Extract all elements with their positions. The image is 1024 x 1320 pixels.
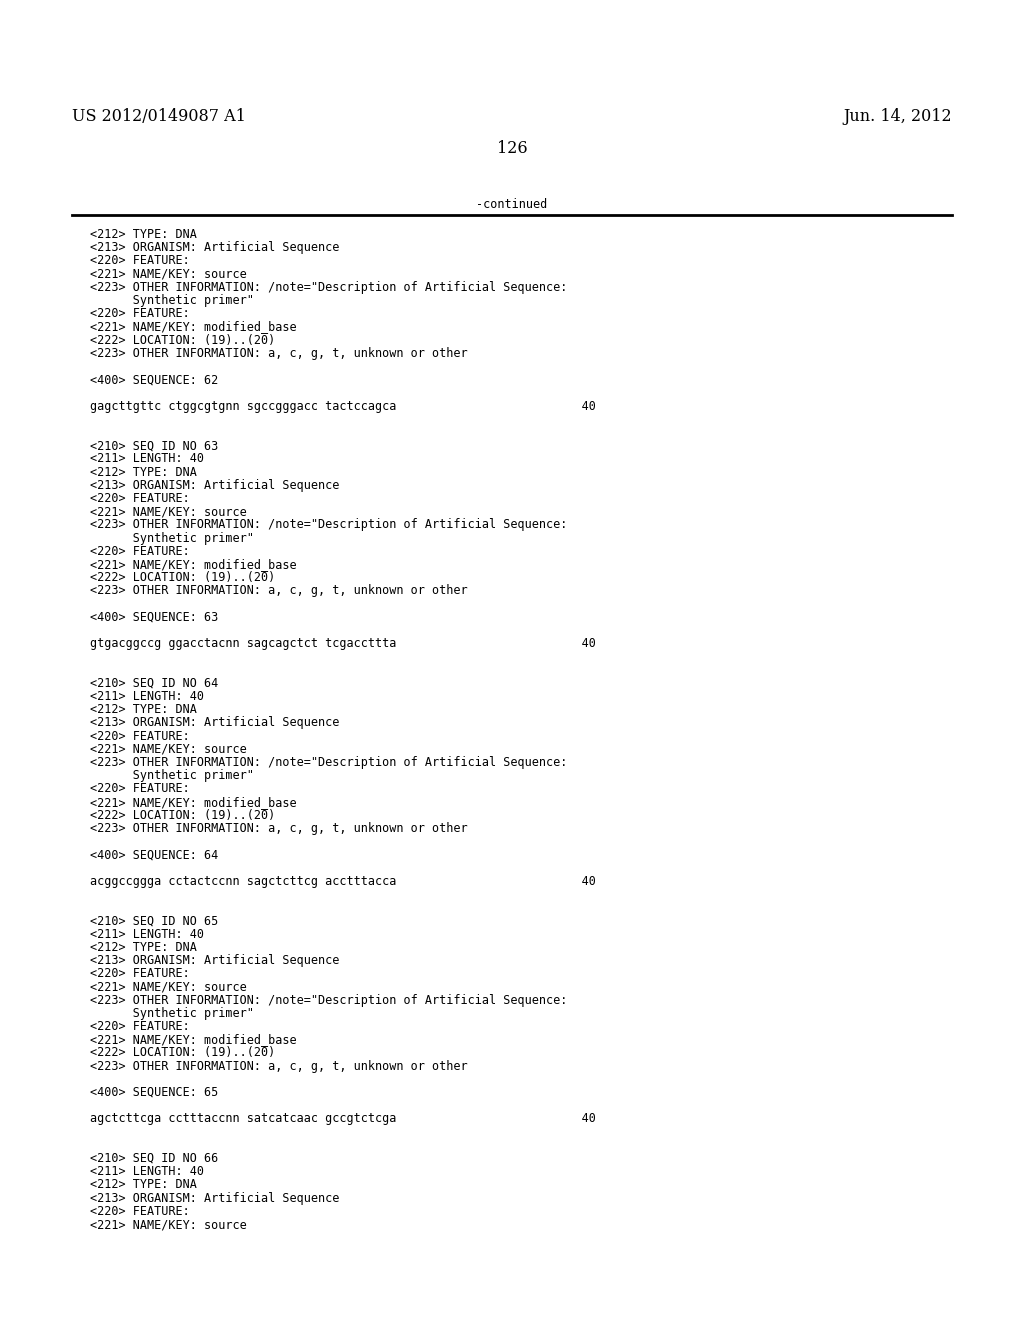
Text: <223> OTHER INFORMATION: /note="Description of Artificial Sequence:: <223> OTHER INFORMATION: /note="Descript… bbox=[90, 519, 567, 532]
Text: <211> LENGTH: 40: <211> LENGTH: 40 bbox=[90, 928, 204, 941]
Text: <400> SEQUENCE: 65: <400> SEQUENCE: 65 bbox=[90, 1086, 218, 1100]
Text: <220> FEATURE:: <220> FEATURE: bbox=[90, 492, 189, 506]
Text: <220> FEATURE:: <220> FEATURE: bbox=[90, 783, 189, 796]
Text: <220> FEATURE:: <220> FEATURE: bbox=[90, 1205, 189, 1218]
Text: <222> LOCATION: (19)..(20): <222> LOCATION: (19)..(20) bbox=[90, 1047, 275, 1060]
Text: <221> NAME/KEY: source: <221> NAME/KEY: source bbox=[90, 506, 247, 519]
Text: Synthetic primer": Synthetic primer" bbox=[90, 532, 254, 545]
Text: <400> SEQUENCE: 64: <400> SEQUENCE: 64 bbox=[90, 849, 218, 862]
Text: <211> LENGTH: 40: <211> LENGTH: 40 bbox=[90, 453, 204, 466]
Text: <223> OTHER INFORMATION: a, c, g, t, unknown or other: <223> OTHER INFORMATION: a, c, g, t, unk… bbox=[90, 585, 468, 598]
Text: <211> LENGTH: 40: <211> LENGTH: 40 bbox=[90, 1166, 204, 1179]
Text: <400> SEQUENCE: 62: <400> SEQUENCE: 62 bbox=[90, 374, 218, 387]
Text: <221> NAME/KEY: source: <221> NAME/KEY: source bbox=[90, 743, 247, 756]
Text: <221> NAME/KEY: source: <221> NAME/KEY: source bbox=[90, 268, 247, 281]
Text: Synthetic primer": Synthetic primer" bbox=[90, 770, 254, 783]
Text: <221> NAME/KEY: source: <221> NAME/KEY: source bbox=[90, 981, 247, 994]
Text: US 2012/0149087 A1: US 2012/0149087 A1 bbox=[72, 108, 246, 125]
Text: 126: 126 bbox=[497, 140, 527, 157]
Text: <400> SEQUENCE: 63: <400> SEQUENCE: 63 bbox=[90, 611, 218, 624]
Text: <222> LOCATION: (19)..(20): <222> LOCATION: (19)..(20) bbox=[90, 572, 275, 585]
Text: Synthetic primer": Synthetic primer" bbox=[90, 294, 254, 308]
Text: -continued: -continued bbox=[476, 198, 548, 211]
Text: <220> FEATURE:: <220> FEATURE: bbox=[90, 545, 189, 558]
Text: <213> ORGANISM: Artificial Sequence: <213> ORGANISM: Artificial Sequence bbox=[90, 1192, 339, 1205]
Text: <212> TYPE: DNA: <212> TYPE: DNA bbox=[90, 704, 197, 717]
Text: <220> FEATURE:: <220> FEATURE: bbox=[90, 308, 189, 321]
Text: gtgacggccg ggacctacnn sagcagctct tcgaccttta                          40: gtgacggccg ggacctacnn sagcagctct tcgacct… bbox=[90, 638, 596, 651]
Text: <213> ORGANISM: Artificial Sequence: <213> ORGANISM: Artificial Sequence bbox=[90, 717, 339, 730]
Text: <222> LOCATION: (19)..(20): <222> LOCATION: (19)..(20) bbox=[90, 809, 275, 822]
Text: <223> OTHER INFORMATION: a, c, g, t, unknown or other: <223> OTHER INFORMATION: a, c, g, t, unk… bbox=[90, 1060, 468, 1073]
Text: <223> OTHER INFORMATION: a, c, g, t, unknown or other: <223> OTHER INFORMATION: a, c, g, t, unk… bbox=[90, 822, 468, 836]
Text: <220> FEATURE:: <220> FEATURE: bbox=[90, 1020, 189, 1034]
Text: <210> SEQ ID NO 63: <210> SEQ ID NO 63 bbox=[90, 440, 218, 453]
Text: <212> TYPE: DNA: <212> TYPE: DNA bbox=[90, 228, 197, 242]
Text: <213> ORGANISM: Artificial Sequence: <213> ORGANISM: Artificial Sequence bbox=[90, 242, 339, 255]
Text: <221> NAME/KEY: source: <221> NAME/KEY: source bbox=[90, 1218, 247, 1232]
Text: <220> FEATURE:: <220> FEATURE: bbox=[90, 255, 189, 268]
Text: <221> NAME/KEY: modified_base: <221> NAME/KEY: modified_base bbox=[90, 796, 297, 809]
Text: <222> LOCATION: (19)..(20): <222> LOCATION: (19)..(20) bbox=[90, 334, 275, 347]
Text: <212> TYPE: DNA: <212> TYPE: DNA bbox=[90, 466, 197, 479]
Text: <220> FEATURE:: <220> FEATURE: bbox=[90, 730, 189, 743]
Text: <210> SEQ ID NO 64: <210> SEQ ID NO 64 bbox=[90, 677, 218, 690]
Text: <213> ORGANISM: Artificial Sequence: <213> ORGANISM: Artificial Sequence bbox=[90, 954, 339, 968]
Text: <212> TYPE: DNA: <212> TYPE: DNA bbox=[90, 941, 197, 954]
Text: <220> FEATURE:: <220> FEATURE: bbox=[90, 968, 189, 981]
Text: agctcttcga cctttaccnn satcatcaac gccgtctcga                          40: agctcttcga cctttaccnn satcatcaac gccgtct… bbox=[90, 1113, 596, 1126]
Text: <221> NAME/KEY: modified_base: <221> NAME/KEY: modified_base bbox=[90, 321, 297, 334]
Text: Synthetic primer": Synthetic primer" bbox=[90, 1007, 254, 1020]
Text: <223> OTHER INFORMATION: a, c, g, t, unknown or other: <223> OTHER INFORMATION: a, c, g, t, unk… bbox=[90, 347, 468, 360]
Text: <212> TYPE: DNA: <212> TYPE: DNA bbox=[90, 1179, 197, 1192]
Text: gagcttgttc ctggcgtgnn sgccgggacc tactccagca                          40: gagcttgttc ctggcgtgnn sgccgggacc tactcca… bbox=[90, 400, 596, 413]
Text: <210> SEQ ID NO 65: <210> SEQ ID NO 65 bbox=[90, 915, 218, 928]
Text: <223> OTHER INFORMATION: /note="Description of Artificial Sequence:: <223> OTHER INFORMATION: /note="Descript… bbox=[90, 756, 567, 770]
Text: <221> NAME/KEY: modified_base: <221> NAME/KEY: modified_base bbox=[90, 558, 297, 572]
Text: <221> NAME/KEY: modified_base: <221> NAME/KEY: modified_base bbox=[90, 1034, 297, 1047]
Text: acggccggga cctactccnn sagctcttcg acctttacca                          40: acggccggga cctactccnn sagctcttcg accttta… bbox=[90, 875, 596, 888]
Text: <223> OTHER INFORMATION: /note="Description of Artificial Sequence:: <223> OTHER INFORMATION: /note="Descript… bbox=[90, 281, 567, 294]
Text: Jun. 14, 2012: Jun. 14, 2012 bbox=[844, 108, 952, 125]
Text: <223> OTHER INFORMATION: /note="Description of Artificial Sequence:: <223> OTHER INFORMATION: /note="Descript… bbox=[90, 994, 567, 1007]
Text: <211> LENGTH: 40: <211> LENGTH: 40 bbox=[90, 690, 204, 704]
Text: <213> ORGANISM: Artificial Sequence: <213> ORGANISM: Artificial Sequence bbox=[90, 479, 339, 492]
Text: <210> SEQ ID NO 66: <210> SEQ ID NO 66 bbox=[90, 1152, 218, 1166]
